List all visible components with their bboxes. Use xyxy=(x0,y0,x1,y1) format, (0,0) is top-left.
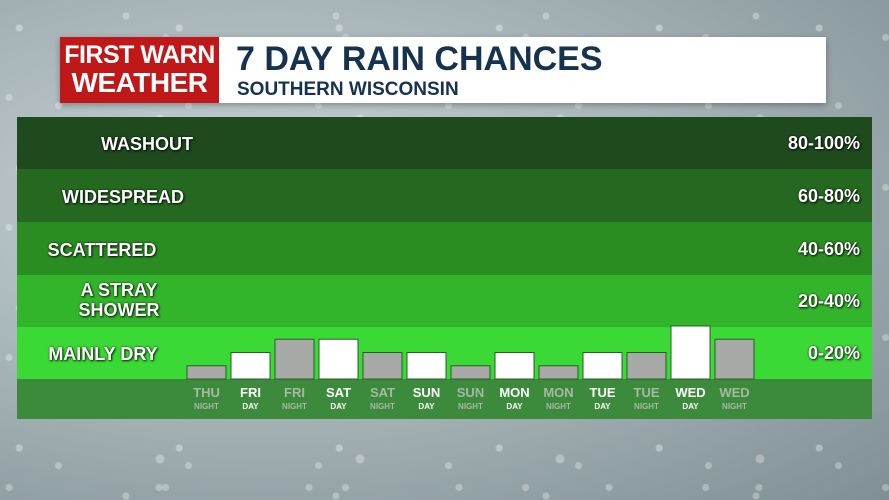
logo-line-2: WEATHER xyxy=(71,67,208,98)
tick-label-day: FRI xyxy=(284,385,305,400)
band-range-label: 80-100% xyxy=(787,133,860,153)
tick-label-day: WED xyxy=(719,385,749,400)
tick-label-day: TUE xyxy=(634,385,660,400)
tick-label-period: NIGHT xyxy=(458,402,483,411)
bar-mon-day xyxy=(494,352,535,380)
tick-label-day: WED xyxy=(675,385,705,400)
bar-mon-night xyxy=(538,365,579,380)
band-range-label: 20-40% xyxy=(797,291,860,311)
band-label: WASHOUT xyxy=(57,134,237,154)
bar-tue-day xyxy=(582,352,623,380)
band-label: WIDESPREAD xyxy=(33,187,213,207)
tick-label-period: DAY xyxy=(594,402,611,411)
band-label-line: SHOWER xyxy=(78,300,160,320)
bar-thu-night xyxy=(186,365,227,380)
tick-label-period: NIGHT xyxy=(370,402,395,411)
tick-label-period: NIGHT xyxy=(194,402,219,411)
band-label-line: WASHOUT xyxy=(101,134,193,154)
band-label: MAINLY DRY xyxy=(13,344,193,364)
tick-label-day: MON xyxy=(499,385,529,400)
band-washout: WASHOUT 80-100% xyxy=(17,117,872,169)
band-label: A STRAY SHOWER xyxy=(29,280,209,320)
tick-label-period: NIGHT xyxy=(634,402,659,411)
tick-label-day: FRI xyxy=(240,385,261,400)
band-label: SCATTERED xyxy=(12,240,192,260)
first-warn-weather-logo: FIRST WARN WEATHER xyxy=(60,37,219,103)
bar-sun-night xyxy=(450,365,491,380)
tick-label-period: DAY xyxy=(242,402,259,411)
chart-title: 7 DAY RAIN CHANCES xyxy=(236,40,603,78)
band-range-label: 0-20% xyxy=(807,343,860,363)
tick-label-day: MON xyxy=(543,385,573,400)
tick-label-period: DAY xyxy=(418,402,435,411)
band-label-line: WIDESPREAD xyxy=(61,187,184,207)
tick-label-period: NIGHT xyxy=(722,402,747,411)
bar-sat-night xyxy=(362,352,403,380)
band-range-label: 60-80% xyxy=(797,186,860,206)
tick-label-day: TUE xyxy=(590,385,616,400)
band-a-stray-shower: A STRAY SHOWER 20-40% xyxy=(17,275,872,327)
tick-label-period: DAY xyxy=(330,402,347,411)
rain-chance-chart: WASHOUT 80-100% WIDESPREAD 60-80% SCATTERED 4… xyxy=(17,117,872,419)
bar-wed-day xyxy=(670,325,711,380)
bar-fri-day xyxy=(230,352,271,380)
tick-label-day: SAT xyxy=(326,385,351,400)
band-range-label: 40-60% xyxy=(797,239,860,259)
tick-label-period: DAY xyxy=(506,402,523,411)
bar-tue-night xyxy=(626,352,667,380)
tick-label-period: NIGHT xyxy=(546,402,571,411)
logo-line-1: FIRST WARN xyxy=(64,41,215,69)
tick-label-period: DAY xyxy=(682,402,699,411)
band-label-line: MAINLY DRY xyxy=(48,344,158,364)
bar-sat-day xyxy=(318,338,359,380)
bar-sun-day xyxy=(406,352,447,380)
x-axis-strip xyxy=(17,379,872,419)
tick-label-period: NIGHT xyxy=(282,402,307,411)
band-label-line: A STRAY xyxy=(80,280,158,300)
tick-label-day: THU xyxy=(193,385,220,400)
band-widespread: WIDESPREAD 60-80% xyxy=(17,169,872,222)
band-scattered: SCATTERED 40-60% xyxy=(17,222,872,275)
bar-wed-night xyxy=(714,338,755,380)
bar-plot: THU NIGHT FRI DAY FRI NIGHT SAT DAY SAT NIGHT SUN D… xyxy=(186,325,755,411)
bar-fri-night xyxy=(274,338,315,380)
chart-subtitle: SOUTHERN WISCONSIN xyxy=(237,79,459,100)
title-banner: FIRST WARN WEATHER 7 DAY RAIN CHANCES SO… xyxy=(60,37,826,103)
band-label-line: SCATTERED xyxy=(47,240,157,260)
tick-label-day: SUN xyxy=(413,385,440,400)
tick-label-day: SAT xyxy=(370,385,395,400)
tick-label-day: SUN xyxy=(457,385,484,400)
